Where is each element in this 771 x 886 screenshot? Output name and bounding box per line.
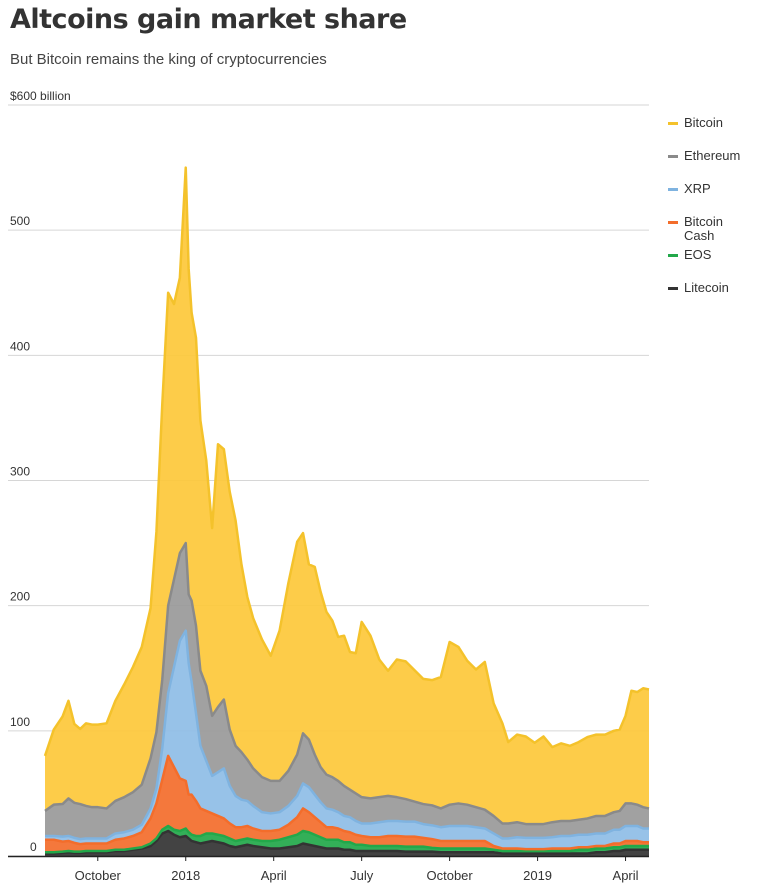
legend-label-bitcoin: Bitcoin [684,115,724,130]
legend-item-eos: EOS [668,248,746,281]
legend-swatch-xrp [668,188,678,191]
legend-item-litecoin: Litecoin [668,281,746,314]
y-tick-label-600: $600 billion [10,89,71,103]
legend-swatch-bitcoin [668,122,678,125]
chart-title: Altcoins gain market share [10,4,407,35]
y-tick-label-0: 0 [30,840,37,854]
area-xrp [45,630,649,850]
area-litecoin [45,830,649,856]
x-tick-label-july: July [350,868,374,883]
line-ethereum [44,541,650,826]
legend-swatch-eos [668,254,678,257]
y-tick-label-300: 300 [10,465,30,479]
legend-swatch-bitcoin-cash [668,221,678,224]
legend-label-bitcoin-cash: Bitcoin Cash [684,214,724,243]
series-lines [43,166,650,855]
area-bitcoin-cash [45,755,649,853]
y-tick-label-200: 200 [10,590,30,604]
legend-item-xrp: XRP [668,182,746,215]
legend-label-xrp: XRP [684,181,711,196]
legend-item-bitcoin: Bitcoin [668,116,746,149]
legend: Bitcoin Ethereum XRP Bitcoin Cash EOS Li… [668,116,746,314]
y-tick-label-500: 500 [10,214,30,228]
legend-label-ethereum: Ethereum [684,148,741,163]
x-tick-label-2018: 2018 [171,868,200,883]
x-tick-label-october: October [75,868,122,883]
line-litecoin [45,829,649,855]
chart-subtitle: But Bitcoin remains the king of cryptocu… [10,51,327,68]
x-tick-label-2019: 2019 [523,868,552,883]
legend-item-bitcoin-cash: Bitcoin Cash [668,215,746,248]
x-axis: October 2018 April July October 2019 April [8,855,649,883]
x-tick-label-april: April [613,868,639,883]
area-bitcoin [45,167,649,825]
legend-item-ethereum: Ethereum [668,149,746,182]
line-eos [45,824,649,854]
line-bitcoin-cash [45,754,649,851]
x-tick-label-october: October [426,868,473,883]
y-tick-label-400: 400 [10,339,30,353]
legend-label-eos: EOS [684,247,712,262]
legend-swatch-ethereum [668,155,678,158]
y-tick-label-100: 100 [10,715,30,729]
area-series [45,167,649,856]
line-xrp [45,629,649,841]
legend-label-litecoin: Litecoin [684,280,729,295]
line-bitcoin [43,166,650,757]
legend-swatch-litecoin [668,287,678,290]
x-tick-label-april: April [261,868,287,883]
y-axis-ticks: 0 100 200 300 400 500 $600 billion [10,89,71,854]
